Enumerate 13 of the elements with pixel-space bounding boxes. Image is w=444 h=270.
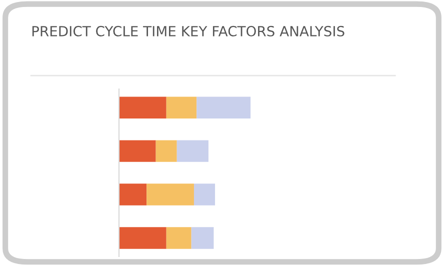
bar bbox=[156, 140, 177, 162]
bar bbox=[196, 96, 251, 118]
bar bbox=[191, 227, 214, 249]
bar bbox=[194, 184, 216, 206]
bar bbox=[176, 140, 208, 162]
bar bbox=[118, 96, 166, 118]
bar bbox=[118, 140, 156, 162]
chart-title: PREDICT CYCLE TIME KEY FACTORS ANALYSIS bbox=[32, 26, 344, 36]
bar bbox=[166, 227, 192, 249]
bar bbox=[166, 96, 197, 118]
bar bbox=[118, 227, 166, 249]
bar bbox=[146, 184, 194, 206]
bar bbox=[118, 184, 147, 206]
